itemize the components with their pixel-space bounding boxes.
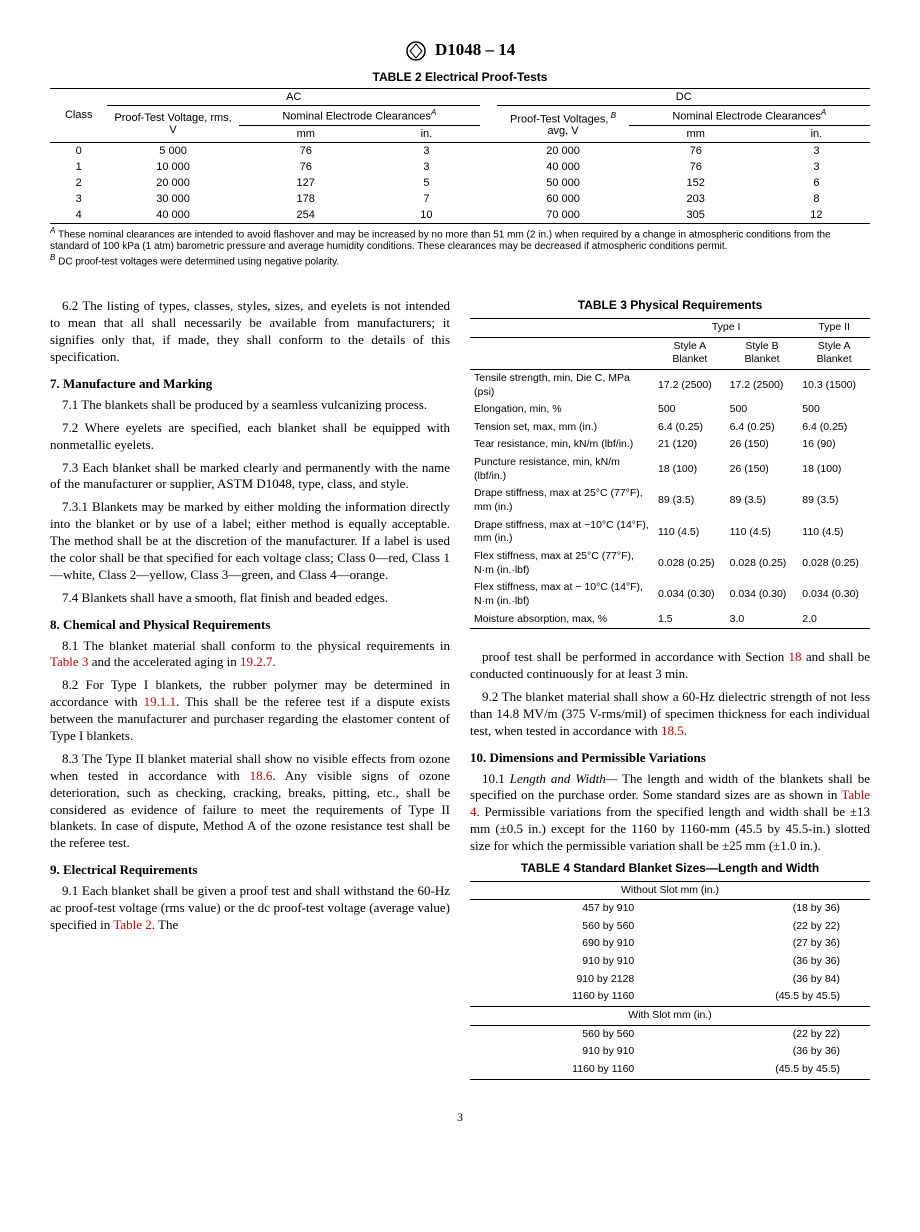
table-row: 910 by 910(36 by 36): [470, 953, 870, 971]
table-row: Tension set, max, mm (in.)6.4 (0.25)6.4 …: [470, 419, 870, 437]
para-9-1: 9.1 Each blanket shall be given a proof …: [50, 883, 450, 934]
table-row: 457 by 910(18 by 36): [470, 900, 870, 918]
page-number: 3: [50, 1110, 870, 1125]
para-9-2: 9.2 The blanket material shall show a 60…: [470, 689, 870, 740]
table2: Class AC DC Proof-Test Voltage, rms, V N…: [50, 88, 870, 224]
table2-caption: TABLE 2 Electrical Proof-Tests: [50, 70, 870, 84]
para-7-2: 7.2 Where eyelets are specified, each bl…: [50, 420, 450, 454]
heading-8: 8. Chemical and Physical Requirements: [50, 617, 450, 634]
table-row: 330 000178760 0002038: [50, 191, 870, 207]
para-7-3: 7.3 Each blanket shall be marked clearly…: [50, 460, 450, 494]
table-row: Flex stiffness, max at 25°C (77°F), N·m …: [470, 548, 870, 579]
para-8-3: 8.3 The Type II blanket material shall s…: [50, 751, 450, 852]
para-7-1: 7.1 The blankets shall be produced by a …: [50, 397, 450, 414]
astm-logo-icon: [405, 40, 427, 62]
table2-footnotes: A These nominal clearances are intended …: [50, 226, 870, 269]
para-7-3-1: 7.3.1 Blankets may be marked by either m…: [50, 499, 450, 583]
table3-caption: TABLE 3 Physical Requirements: [470, 298, 870, 314]
table4: Without Slot mm (in.) 457 by 910(18 by 3…: [470, 881, 870, 1080]
table-row: 440 0002541070 00030512: [50, 207, 870, 224]
t2-ac-header: AC: [107, 89, 480, 106]
table-row: 910 by 910(36 by 36): [470, 1043, 870, 1061]
heading-9: 9. Electrical Requirements: [50, 862, 450, 879]
para-8-1: 8.1 The blanket material shall conform t…: [50, 638, 450, 672]
table3: Type IType II Style A BlanketStyle B Bla…: [470, 318, 870, 629]
table-row: Drape stiffness, max at 25°C (77°F), mm …: [470, 485, 870, 516]
table-row: 1160 by 1160(45.5 by 45.5): [470, 1061, 870, 1079]
table-row: Tensile strength, min, Die C, MPa (psi)1…: [470, 369, 870, 401]
page-header: D1048 – 14: [50, 40, 870, 62]
t2-acc-header: Nominal Electrode Clearances: [282, 111, 431, 123]
table-row: Tear resistance, min, kN/m (lbf/in.)21 (…: [470, 436, 870, 454]
table-row: 1160 by 1160(45.5 by 45.5): [470, 988, 870, 1006]
t2-acv-header: Proof-Test Voltage, rms, V: [114, 112, 231, 136]
table-row: Moisture absorption, max, %1.53.02.0: [470, 611, 870, 629]
para-8-2: 8.2 For Type I blankets, the rubber poly…: [50, 677, 450, 745]
t2-dc-header: DC: [497, 89, 870, 106]
table-row: 110 00076340 000763: [50, 159, 870, 175]
ref-table2[interactable]: Table 2: [113, 917, 151, 932]
heading-10: 10. Dimensions and Permissible Variation…: [470, 750, 870, 767]
right-column: TABLE 3 Physical Requirements Type IType…: [470, 298, 870, 1079]
table-row: 690 by 910(27 by 36): [470, 935, 870, 953]
ref-185[interactable]: 18.5: [661, 723, 684, 738]
t2-class-header: Class: [50, 89, 107, 143]
ref-1927[interactable]: 19.2.7: [240, 654, 273, 669]
designation: D1048 – 14: [435, 40, 515, 59]
left-column: 6.2 The listing of types, classes, style…: [50, 298, 450, 1079]
table-row: 560 by 560(22 by 22): [470, 918, 870, 936]
para-7-4: 7.4 Blankets shall have a smooth, flat f…: [50, 590, 450, 607]
table-row: 560 by 560(22 by 22): [470, 1025, 870, 1043]
ref-18[interactable]: 18: [789, 649, 802, 664]
table-row: Flex stiffness, max at − 10°C (14°F), N·…: [470, 579, 870, 610]
table-row: Puncture resistance, min, kN/m (lbf/in.)…: [470, 454, 870, 485]
t2-dcv-header: Proof-Test Voltages,: [510, 113, 608, 125]
table4-caption: TABLE 4 Standard Blanket Sizes—Length an…: [470, 861, 870, 877]
t2-dcc-header: Nominal Electrode Clearances: [672, 111, 821, 123]
ref-1911[interactable]: 19.1.1: [144, 694, 177, 709]
para-9-1-cont: proof test shall be performed in accorda…: [470, 649, 870, 683]
para-6-2: 6.2 The listing of types, classes, style…: [50, 298, 450, 366]
para-10-1: 10.1 Length and Width— The length and wi…: [470, 771, 870, 855]
table-row: Elongation, min, %500500500: [470, 401, 870, 419]
table-row: 220 000127550 0001526: [50, 175, 870, 191]
table-row: Drape stiffness, max at −10°C (14°F), mm…: [470, 517, 870, 548]
heading-7: 7. Manufacture and Marking: [50, 376, 450, 393]
table-row: 910 by 2128(36 by 84): [470, 971, 870, 989]
table-row: 05 00076320 000763: [50, 142, 870, 159]
ref-table3[interactable]: Table 3: [50, 654, 88, 669]
ref-186[interactable]: 18.6: [250, 768, 273, 783]
